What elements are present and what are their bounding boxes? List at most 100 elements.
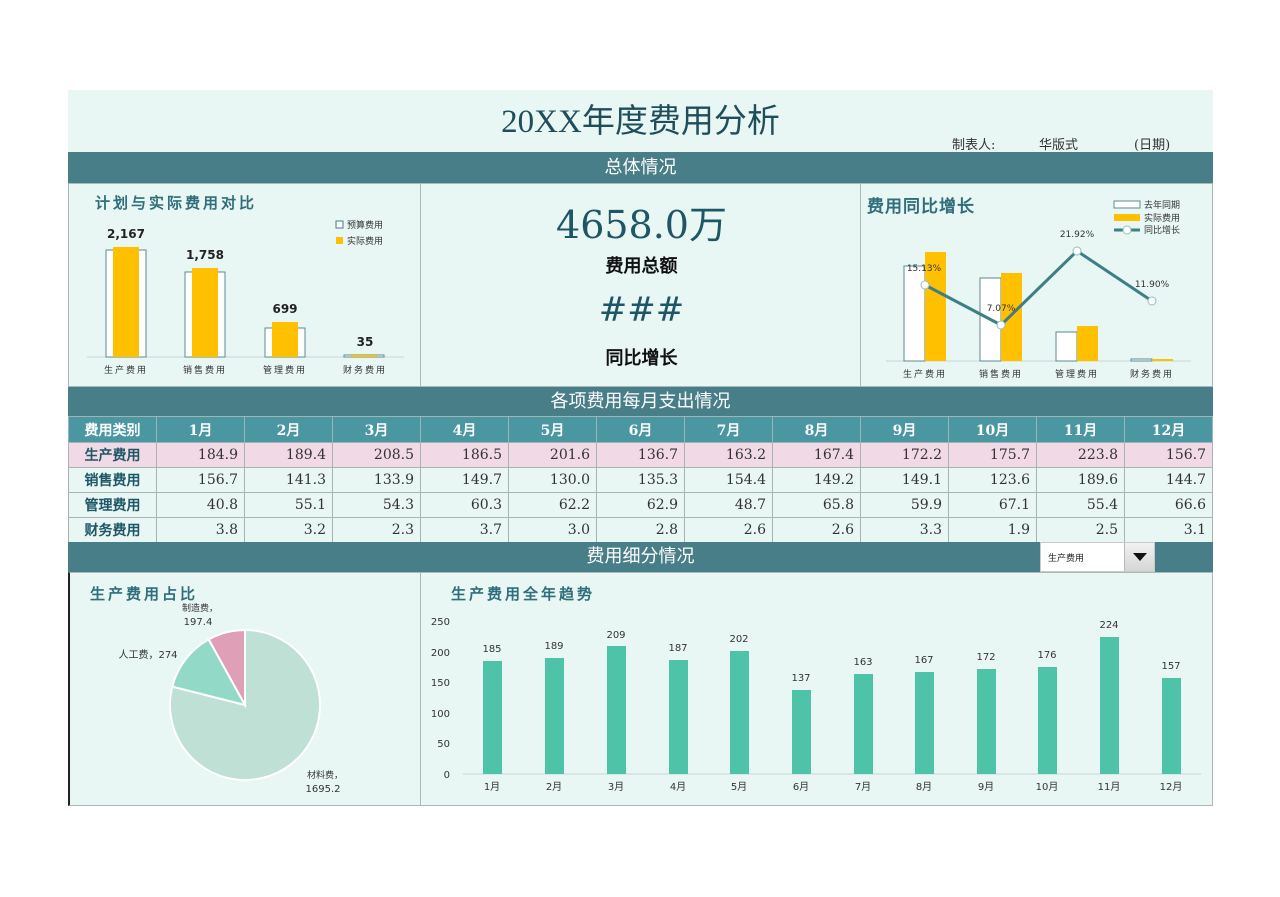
pie-label-material-value: 1695.2 bbox=[306, 784, 341, 795]
growth-point-production bbox=[920, 280, 930, 290]
ytick: 200 bbox=[431, 648, 450, 659]
xtick: 9月 bbox=[978, 781, 994, 793]
cell-value: 62.2 bbox=[508, 492, 597, 518]
label-actual-sales: 1,758 bbox=[186, 248, 224, 262]
bar-actual-production bbox=[113, 247, 139, 357]
pie-slice-manufacturing bbox=[207, 628, 246, 709]
cell-value: 136.7 bbox=[596, 442, 685, 468]
ytick: 0 bbox=[444, 770, 450, 781]
header-month: 6月 bbox=[596, 416, 685, 443]
pie-label-manufacturing-value: 197.4 bbox=[184, 617, 213, 628]
total-expense-label: 费用总额 bbox=[605, 256, 678, 277]
header-month: 12月 bbox=[1124, 416, 1213, 443]
legend-growth-marker bbox=[1122, 225, 1132, 235]
bar-label: 185 bbox=[482, 644, 501, 655]
bar-actual-admin bbox=[272, 322, 298, 357]
cell-value: 55.1 bbox=[244, 492, 333, 518]
yoy-growth-panel: 费用同比增长 去年同期 实际费用 同比增长 bbox=[860, 183, 1213, 387]
cell-value: 163.2 bbox=[684, 442, 773, 468]
title-area: 20XX年度费用分析 制表人: 华版式 (日期) bbox=[68, 90, 1213, 153]
row-category: 财务费用 bbox=[68, 517, 157, 543]
label-actual-finance: 35 bbox=[357, 335, 374, 349]
header-month: 2月 bbox=[244, 416, 333, 443]
bar-month-10 bbox=[1038, 667, 1057, 774]
pie-slice-labor bbox=[171, 638, 247, 707]
xtick: 1月 bbox=[484, 781, 500, 793]
production-trend-title: 生产费用全年趋势 bbox=[451, 585, 596, 603]
pie-label-material-name: 材料费， bbox=[307, 769, 343, 781]
legend-growth-label: 同比增长 bbox=[1144, 224, 1180, 236]
preparer-name: 华版式 bbox=[1039, 138, 1079, 153]
cell-value: 65.8 bbox=[772, 492, 861, 518]
total-expense-value: 4658.0万 bbox=[556, 203, 727, 247]
preparer-label: 制表人: bbox=[952, 138, 996, 153]
production-trend-panel: 生产费用全年趋势 0 50 100 150 200 250 bbox=[420, 572, 1213, 806]
legend-actual-swatch bbox=[1114, 214, 1140, 221]
row-category: 生产费用 bbox=[68, 442, 157, 468]
production-share-pie: 制造费， 197.4 人工费，274 材料费， 1695.2 bbox=[118, 602, 343, 795]
bar-month-12 bbox=[1162, 678, 1181, 774]
cell-value: 2.6 bbox=[772, 517, 861, 543]
cell-value: 223.8 bbox=[1036, 442, 1125, 468]
legend-lastyear-swatch bbox=[1113, 200, 1141, 209]
ytick: 150 bbox=[431, 678, 450, 689]
bar-actual-production bbox=[925, 252, 946, 361]
cell-value: 189.6 bbox=[1036, 467, 1125, 493]
ytick: 50 bbox=[437, 739, 450, 750]
header-month: 9月 bbox=[860, 416, 949, 443]
expense-type-dropdown[interactable]: 生产费用 bbox=[1040, 542, 1155, 572]
chevron-down-icon[interactable] bbox=[1124, 543, 1154, 571]
growth-label-admin: 21.92% bbox=[1060, 230, 1095, 240]
cell-value: 48.7 bbox=[684, 492, 773, 518]
cell-value: 149.2 bbox=[772, 467, 861, 493]
cell-value: 149.7 bbox=[420, 467, 509, 493]
cell-value: 156.7 bbox=[1124, 442, 1213, 468]
cell-value: 156.7 bbox=[156, 467, 245, 493]
cell-value: 3.2 bbox=[244, 517, 333, 543]
xlabel-finance: 财务费用 bbox=[343, 364, 387, 376]
plan-vs-actual-title: 计划与实际费用对比 bbox=[95, 194, 258, 212]
growth-point-admin bbox=[1072, 246, 1082, 256]
cell-value: 3.0 bbox=[508, 517, 597, 543]
bar-month-11 bbox=[1100, 637, 1119, 774]
cell-value: 154.4 bbox=[684, 467, 773, 493]
cell-value: 62.9 bbox=[596, 492, 685, 518]
bar-actual-admin bbox=[1077, 326, 1098, 361]
bar-label: 202 bbox=[729, 634, 748, 645]
cell-value: 2.6 bbox=[684, 517, 773, 543]
xlabel-production: 生产费用 bbox=[903, 368, 947, 380]
xtick: 10月 bbox=[1036, 781, 1059, 793]
bar-label: 137 bbox=[791, 673, 810, 684]
cell-value: 175.7 bbox=[948, 442, 1037, 468]
cell-value: 60.3 bbox=[420, 492, 509, 518]
xlabel-admin: 管理费用 bbox=[1055, 368, 1099, 380]
cell-value: 3.1 bbox=[1124, 517, 1213, 543]
cell-value: 133.9 bbox=[332, 467, 421, 493]
bar-actual-sales bbox=[192, 268, 218, 357]
production-trend-chart: 0 50 100 150 200 250 185 18 bbox=[431, 617, 1201, 793]
cell-value: 201.6 bbox=[508, 442, 597, 468]
kpi-panel: 4658.0万 费用总额 ### 同比增长 bbox=[420, 183, 861, 387]
production-share-panel: 生产费用占比 制造费， 197.4 人工费，274 材料费， 1695.2 bbox=[68, 572, 421, 806]
plan-vs-actual-chart: 预算费用 实际费用 2,167 1,758 699 35 生产费用 销售费用 管 bbox=[87, 219, 404, 376]
bar-label: 189 bbox=[544, 641, 563, 652]
section-overview-header: 总体情况 bbox=[68, 152, 1213, 183]
xtick: 7月 bbox=[855, 781, 871, 793]
bar-month-2 bbox=[545, 658, 564, 774]
growth-label-sales: 7.07% bbox=[987, 304, 1016, 314]
bar-month-5 bbox=[730, 651, 749, 774]
label-actual-admin: 699 bbox=[272, 302, 297, 316]
production-share-title: 生产费用占比 bbox=[90, 585, 199, 603]
xlabel-sales: 销售费用 bbox=[979, 368, 1023, 380]
yoy-growth-label: 同比增长 bbox=[605, 348, 678, 369]
cell-value: 3.7 bbox=[420, 517, 509, 543]
xlabel-finance: 财务费用 bbox=[1130, 368, 1174, 380]
bar-label: 176 bbox=[1037, 650, 1056, 661]
bar-label: 187 bbox=[668, 643, 687, 654]
bar-label: 167 bbox=[914, 655, 933, 666]
growth-point-sales bbox=[996, 320, 1006, 330]
yoy-growth-value: ### bbox=[598, 290, 685, 330]
xtick: 5月 bbox=[731, 781, 747, 793]
header-month: 1月 bbox=[156, 416, 245, 443]
cell-value: 66.6 bbox=[1124, 492, 1213, 518]
